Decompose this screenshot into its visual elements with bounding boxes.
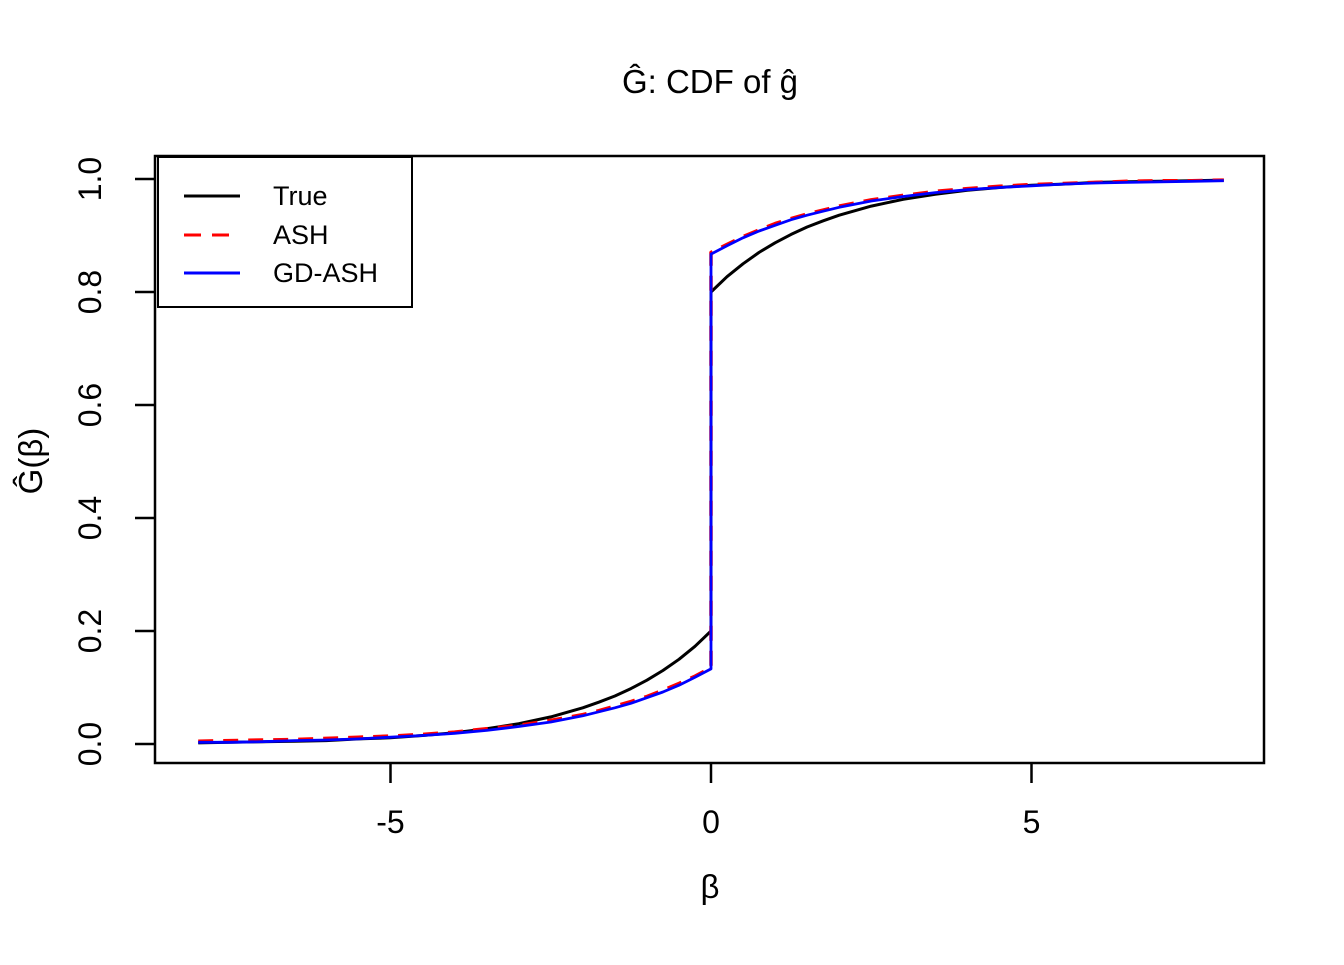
y-tick-label-0.2: 0.2 [72, 609, 108, 653]
legend-box [157, 156, 413, 308]
legend-label-gd-ash: GD-ASH [273, 258, 378, 288]
y-tick-label-0.4: 0.4 [72, 496, 108, 540]
y-tick-label-1.0: 1.0 [72, 157, 108, 201]
legend-label-ash: ASH [273, 220, 329, 250]
x-axis: -5 0 5 β [376, 763, 1040, 905]
chart-title: Ĝ: CDF of ĝ [622, 63, 798, 100]
x-tick-label-0: 0 [702, 804, 720, 840]
y-axis-title: Ĝ(β) [12, 428, 49, 495]
series-lines [198, 178, 1224, 745]
y-tick-label-0.6: 0.6 [72, 383, 108, 427]
legend: True ASH GD-ASH [157, 156, 413, 308]
y-axis: 0.0 0.2 0.4 0.6 0.8 1.0 Ĝ(β) [12, 157, 155, 766]
y-tick-label-0.8: 0.8 [72, 270, 108, 314]
y-tick-label-0.0: 0.0 [72, 722, 108, 766]
x-axis-title: β [701, 868, 720, 905]
legend-label-true: True [273, 181, 328, 211]
x-tick-label-neg5: -5 [376, 804, 404, 840]
x-tick-label-5: 5 [1023, 804, 1041, 840]
plot-border [153, 154, 1266, 765]
curve-gd-ash [198, 179, 1224, 744]
